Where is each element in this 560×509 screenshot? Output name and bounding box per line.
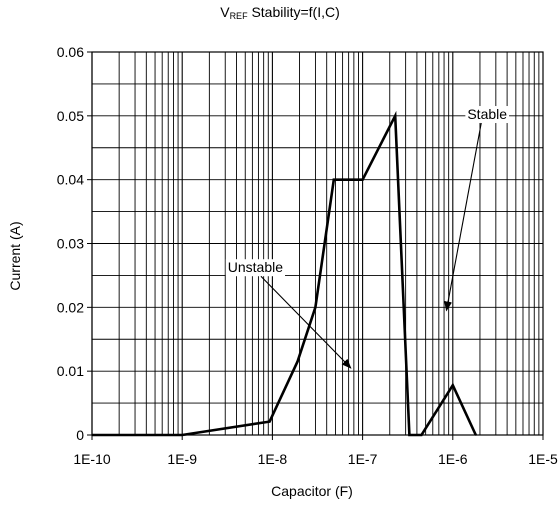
data-point bbox=[408, 434, 411, 436]
series-group bbox=[91, 110, 477, 437]
y-tick-label: 0.01 bbox=[57, 363, 84, 379]
data-point bbox=[475, 434, 477, 436]
annotation-label: Stable bbox=[467, 106, 507, 122]
annotation-label-background bbox=[225, 259, 286, 277]
annotation-label: Unstable bbox=[228, 259, 283, 275]
title-prefix: V bbox=[220, 4, 230, 20]
y-tick-label: 0.06 bbox=[57, 44, 84, 60]
title-subscript: REF bbox=[229, 11, 248, 21]
x-axis-label: Capacitor (F) bbox=[271, 483, 353, 499]
x-tick-label: 1E-5 bbox=[528, 451, 558, 467]
y-tick-label: 0.03 bbox=[57, 236, 84, 252]
annotation-arrow bbox=[260, 275, 352, 369]
chart-title: VREF Stability=f(I,C) bbox=[0, 4, 560, 21]
data-point bbox=[452, 384, 454, 387]
data-point bbox=[91, 434, 93, 436]
y-axis-label: Current (A) bbox=[7, 221, 23, 290]
data-point bbox=[420, 434, 423, 436]
data-point bbox=[361, 178, 364, 181]
annotations: Unstable Stable bbox=[225, 106, 510, 369]
x-tick-label: 1E-7 bbox=[348, 451, 378, 467]
x-axis-ticks: 1E-10 1E-9 1E-8 1E-7 1E-6 1E-5 bbox=[73, 435, 558, 467]
series-line bbox=[92, 110, 477, 437]
data-point bbox=[333, 178, 335, 181]
data-point bbox=[296, 360, 299, 363]
y-tick-label: 0.02 bbox=[57, 299, 84, 315]
data-point bbox=[394, 115, 397, 117]
data-point bbox=[181, 434, 183, 436]
x-tick-label: 1E-9 bbox=[167, 451, 197, 467]
x-tick-label: 1E-6 bbox=[438, 451, 468, 467]
data-point bbox=[268, 420, 271, 423]
data-point bbox=[314, 306, 317, 309]
annotation-label-background bbox=[465, 106, 510, 124]
annotation-arrow bbox=[444, 122, 482, 312]
y-tick-label: 0.05 bbox=[57, 108, 84, 124]
x-tick-label: 1E-10 bbox=[73, 451, 111, 467]
y-tick-label: 0 bbox=[76, 427, 84, 443]
x-tick-label: 1E-8 bbox=[258, 451, 288, 467]
y-tick-label: 0.04 bbox=[57, 172, 84, 188]
y-axis-ticks: 0 0.01 0.02 0.03 0.04 0.05 0.06 bbox=[57, 44, 92, 443]
title-suffix: Stability=f(I,C) bbox=[247, 4, 340, 20]
